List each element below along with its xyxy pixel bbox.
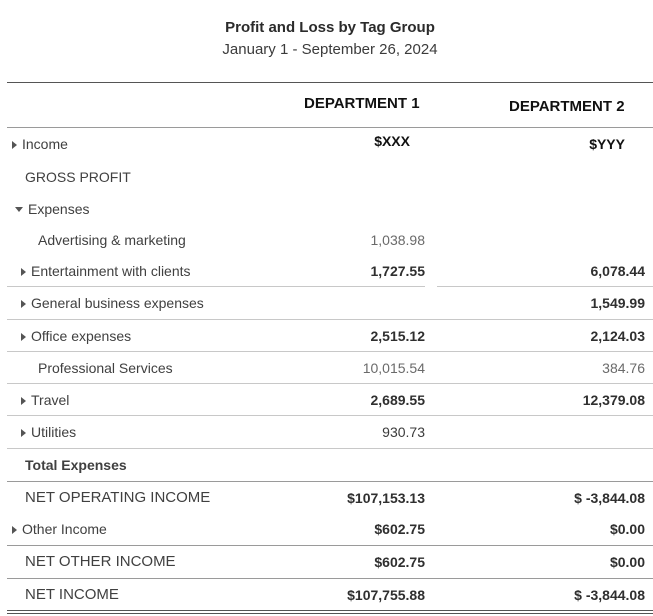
expand-caret-icon[interactable] — [21, 268, 26, 276]
expand-caret-icon[interactable] — [12, 141, 17, 149]
column-header-department-2: DEPARTMENT 2 — [509, 98, 625, 115]
double-underline-top — [7, 610, 653, 611]
double-underline-bottom — [7, 613, 653, 614]
row-label: Utilities — [31, 424, 77, 440]
row-label: NET OPERATING INCOME — [25, 489, 211, 506]
header-bottom-rule — [7, 127, 653, 128]
row-divider — [7, 545, 653, 546]
row-professional-services: Professional Services 10,015.54 384.76 — [7, 352, 653, 384]
row-income[interactable]: Income $XXX $YYY — [7, 128, 653, 160]
row-advertising-marketing: Advertising & marketing 1,038.98 — [7, 224, 653, 256]
row-label: General business expenses — [31, 295, 204, 311]
row-divider — [7, 415, 653, 416]
header-top-rule — [7, 82, 653, 83]
dept1-value: 10,015.54 — [362, 360, 425, 376]
report-date-range: January 1 - September 26, 2024 — [222, 41, 438, 58]
row-divider — [7, 286, 425, 287]
row-other-income[interactable]: Other Income $602.75 $0.00 — [7, 513, 653, 545]
row-label: Income — [22, 136, 68, 152]
expand-caret-icon[interactable] — [21, 300, 26, 308]
dept1-value: 1,727.55 — [370, 263, 426, 279]
row-utilities[interactable]: Utilities 930.73 — [7, 416, 653, 448]
row-entertainment-with-clients[interactable]: Entertainment with clients 1,727.55 6,07… — [7, 255, 653, 287]
row-divider — [7, 448, 653, 449]
row-divider — [7, 383, 653, 384]
row-label: Advertising & marketing — [38, 232, 186, 248]
dept1-value: 2,689.55 — [370, 392, 426, 408]
row-divider — [7, 481, 653, 482]
row-label: Total Expenses — [25, 457, 127, 473]
expand-caret-icon[interactable] — [21, 397, 26, 405]
dept2-value: 384.76 — [602, 360, 645, 376]
dept1-value: 1,038.98 — [370, 232, 426, 248]
income-dept1-value: $XXX — [374, 133, 410, 149]
row-net-operating-income: NET OPERATING INCOME $107,153.13 $ -3,84… — [7, 482, 653, 514]
row-label: Travel — [31, 392, 70, 408]
row-office-expenses[interactable]: Office expenses 2,515.12 2,124.03 — [7, 320, 653, 352]
row-total-expenses: Total Expenses — [7, 449, 653, 481]
row-label: Expenses — [28, 201, 90, 217]
row-divider — [7, 319, 653, 320]
dept2-value: $0.00 — [609, 521, 645, 537]
row-general-business-expenses[interactable]: General business expenses 1,549.99 — [7, 287, 653, 319]
expand-caret-icon[interactable] — [21, 429, 26, 437]
report-title: Profit and Loss by Tag Group — [225, 19, 435, 36]
dept2-value: $ -3,844.08 — [574, 490, 645, 506]
row-label: NET OTHER INCOME — [25, 553, 176, 570]
dept2-value: 6,078.44 — [590, 263, 646, 279]
row-label: NET INCOME — [25, 586, 119, 603]
expand-caret-icon[interactable] — [21, 333, 26, 341]
collapse-caret-icon[interactable] — [15, 207, 23, 212]
expand-caret-icon[interactable] — [12, 526, 17, 534]
row-net-income: NET INCOME $107,755.88 $ -3,844.08 — [7, 579, 653, 611]
row-gross-profit: GROSS PROFIT — [7, 161, 653, 193]
row-label: Professional Services — [38, 360, 173, 376]
row-divider — [7, 578, 653, 579]
dept1-value: 930.73 — [382, 424, 425, 440]
column-header-department-1: DEPARTMENT 1 — [304, 95, 420, 112]
row-net-other-income: NET OTHER INCOME $602.75 $0.00 — [7, 546, 653, 578]
row-label: Entertainment with clients — [31, 263, 191, 279]
dept1-value: $602.75 — [374, 554, 425, 570]
dept2-value: $0.00 — [609, 554, 645, 570]
dept1-value: $107,755.88 — [347, 587, 425, 603]
row-label: GROSS PROFIT — [25, 169, 131, 185]
dept2-value: 12,379.08 — [582, 392, 645, 408]
dept1-value: $602.75 — [374, 521, 425, 537]
income-dept2-value: $YYY — [589, 136, 625, 152]
dept1-value: $107,153.13 — [347, 490, 425, 506]
row-label: Other Income — [22, 521, 107, 537]
row-label: Office expenses — [31, 328, 132, 344]
dept2-value: $ -3,844.08 — [574, 587, 645, 603]
row-expenses[interactable]: Expenses — [7, 193, 653, 225]
dept1-value: 2,515.12 — [370, 328, 426, 344]
dept2-value: 1,549.99 — [590, 295, 646, 311]
row-divider — [437, 286, 653, 287]
dept2-value: 2,124.03 — [590, 328, 646, 344]
row-divider — [7, 351, 653, 352]
row-travel[interactable]: Travel 2,689.55 12,379.08 — [7, 384, 653, 416]
